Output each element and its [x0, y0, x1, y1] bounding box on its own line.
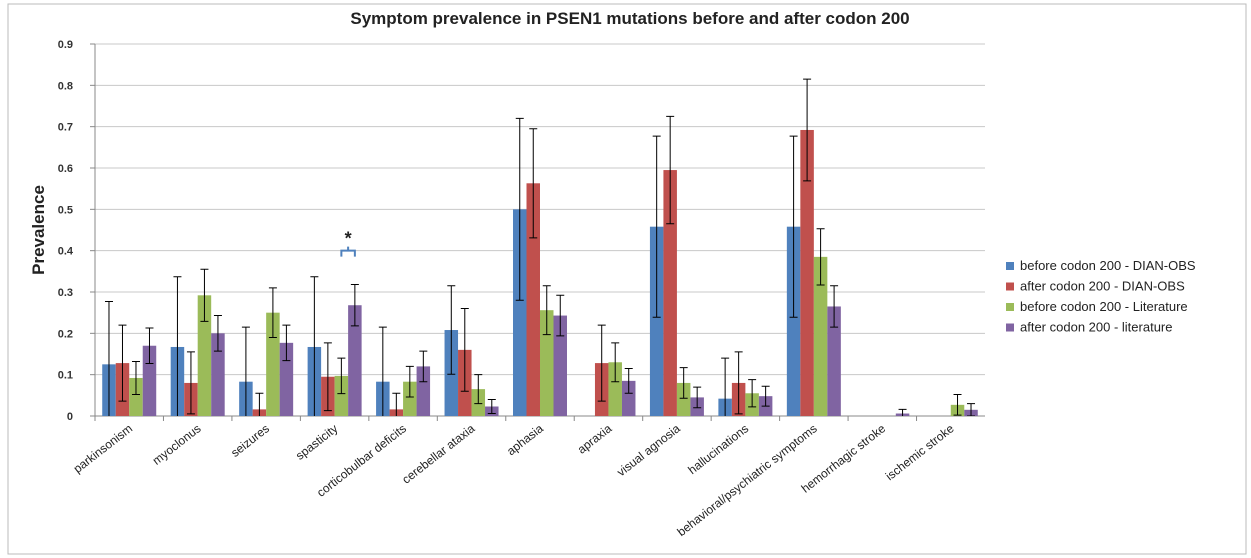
y-tick-label: 0.6: [58, 163, 73, 175]
error-bar: [816, 228, 825, 286]
error-bar: [131, 360, 140, 396]
bar: [827, 306, 841, 416]
legend-swatch: [1006, 282, 1014, 291]
error-bar: [666, 115, 675, 225]
y-tick-label: 0.9: [58, 39, 73, 51]
error-bar: [460, 308, 469, 392]
error-bar: [310, 276, 319, 416]
y-tick-label: 0.3: [58, 287, 73, 299]
error-bar: [487, 398, 496, 415]
legend-label: after codon 200 - DIAN-OBS: [1020, 279, 1185, 294]
error-bar: [145, 327, 154, 365]
bar: [800, 129, 814, 416]
y-tick-label: 0: [67, 411, 73, 423]
y-tick-label: 0.7: [58, 122, 73, 134]
error-bar: [200, 268, 209, 322]
error-bar: [350, 284, 359, 327]
bar: [649, 226, 664, 416]
error-bar: [241, 326, 250, 416]
y-tick-label: 0.5: [58, 204, 73, 216]
error-bar: [693, 386, 702, 409]
error-bar: [597, 324, 606, 402]
error-bar: [213, 315, 222, 352]
bar: [403, 381, 417, 416]
error-bar: [748, 379, 757, 408]
error-bar: [447, 285, 456, 375]
error-bar: [624, 367, 633, 394]
error-bar: [830, 285, 839, 328]
error-bar: [721, 357, 730, 416]
legend-swatch: [1006, 323, 1014, 332]
bar: [513, 209, 527, 416]
y-tick-label: 0.1: [58, 370, 73, 382]
bar: [416, 366, 431, 416]
legend-swatch: [1006, 303, 1014, 311]
error-bar: [378, 326, 387, 416]
error-bar: [789, 135, 798, 318]
bar: [663, 170, 677, 416]
y-tick-label: 0.8: [58, 80, 73, 92]
bar: [266, 312, 280, 416]
bar: [526, 183, 540, 416]
error-bar: [419, 350, 428, 383]
bar: [348, 305, 362, 416]
legend-label: after codon 200 - literature: [1020, 320, 1172, 335]
bar: [676, 382, 691, 416]
bar: [621, 380, 636, 416]
error-bar: [542, 285, 551, 336]
legend-label: before codon 200 - Literature: [1020, 299, 1188, 314]
y-axis-label: Prevalence: [29, 185, 48, 275]
error-bar: [761, 385, 770, 407]
chart-title: Symptom prevalence in PSEN1 mutations be…: [350, 9, 909, 28]
y-tick-label: 0.2: [58, 328, 73, 340]
error-bar: [268, 287, 277, 338]
error-bar: [611, 342, 620, 383]
error-bar: [898, 408, 907, 416]
bar: [279, 342, 294, 416]
error-bar: [515, 117, 524, 301]
error-bar: [323, 342, 332, 412]
error-bar: [392, 392, 401, 416]
error-bar: [679, 367, 688, 399]
annotation: *: [345, 229, 352, 249]
error-bar: [186, 351, 195, 415]
error-bar: [118, 324, 127, 402]
bar: [553, 315, 567, 416]
legend-swatch: [1006, 262, 1014, 270]
bar: [211, 333, 225, 416]
error-bar: [173, 276, 182, 416]
error-bar: [474, 374, 483, 405]
bar: [608, 362, 622, 416]
chart-border: [7, 3, 1247, 555]
error-bar: [405, 365, 414, 398]
error-bar: [967, 403, 976, 416]
bar: [129, 377, 143, 416]
error-bar: [529, 128, 538, 239]
bar: [786, 226, 801, 416]
error-bar: [104, 301, 113, 416]
error-bar: [556, 294, 565, 337]
error-bar: [953, 394, 962, 416]
error-bar: [255, 392, 264, 416]
legend-label: before codon 200 - DIAN-OBS: [1020, 258, 1196, 273]
bar: [813, 256, 828, 416]
error-bar: [803, 78, 812, 182]
y-tick-label: 0.4: [58, 246, 74, 258]
bar: [334, 375, 349, 416]
bar: [197, 295, 212, 416]
error-bar: [282, 324, 291, 362]
plot-area: [102, 78, 978, 416]
error-bar: [652, 135, 661, 318]
error-bar: [734, 351, 743, 415]
error-bar: [337, 357, 346, 395]
bar: [540, 310, 554, 416]
annotation-bracket: [340, 246, 356, 257]
